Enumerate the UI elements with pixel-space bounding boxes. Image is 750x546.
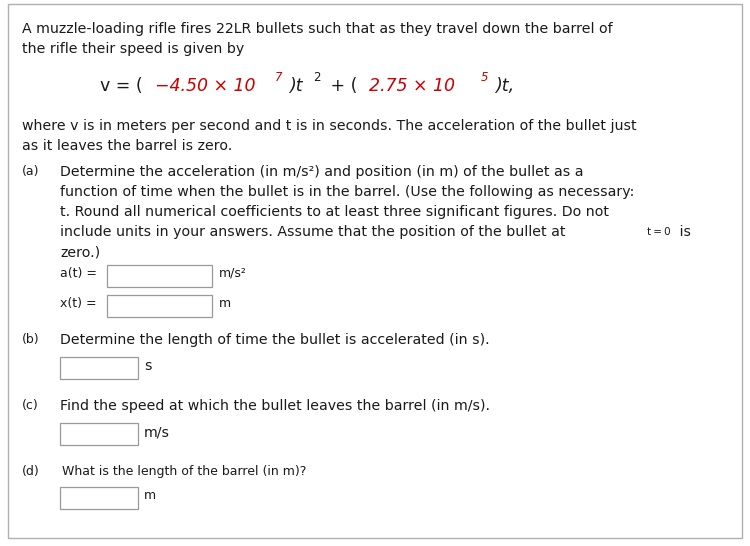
Text: (b): (b) — [22, 333, 40, 346]
Text: Determine the acceleration (in m/s²) and position (in m) of the bullet as a: Determine the acceleration (in m/s²) and… — [60, 165, 584, 179]
Text: x(t) =: x(t) = — [60, 297, 97, 310]
Text: zero.): zero.) — [60, 245, 100, 259]
Text: (a): (a) — [22, 165, 40, 178]
Text: m: m — [219, 297, 231, 310]
Text: 7: 7 — [275, 71, 283, 84]
Text: A muzzle-loading rifle fires 22LR bullets such that as they travel down the barr: A muzzle-loading rifle fires 22LR bullet… — [22, 22, 613, 36]
Text: where v is in meters per second and t is in seconds. The acceleration of the bul: where v is in meters per second and t is… — [22, 119, 637, 133]
Bar — [107, 265, 212, 287]
Text: include units in your answers. Assume that the position of the bullet at: include units in your answers. Assume th… — [60, 225, 570, 239]
Text: t. Round all numerical coefficients to at least three significant figures. Do no: t. Round all numerical coefficients to a… — [60, 205, 609, 219]
Bar — [60, 357, 138, 379]
Text: (c): (c) — [22, 399, 39, 412]
Text: s: s — [144, 359, 152, 373]
Text: function of time when the bullet is in the barrel. (Use the following as necessa: function of time when the bullet is in t… — [60, 185, 634, 199]
Text: + (: + ( — [325, 77, 357, 95]
Text: as it leaves the barrel is zero.: as it leaves the barrel is zero. — [22, 139, 232, 153]
Bar — [60, 487, 138, 509]
Text: t = 0: t = 0 — [647, 227, 670, 237]
Text: Determine the length of time the bullet is accelerated (in s).: Determine the length of time the bullet … — [60, 333, 490, 347]
Text: (d): (d) — [22, 465, 40, 478]
Bar — [60, 423, 138, 445]
Text: is: is — [675, 225, 691, 239]
Text: What is the length of the barrel (in m)?: What is the length of the barrel (in m)? — [62, 465, 306, 478]
Text: 2.75 × 10: 2.75 × 10 — [369, 77, 455, 95]
Text: 2: 2 — [313, 71, 320, 84]
Text: the rifle their speed is given by: the rifle their speed is given by — [22, 42, 244, 56]
Text: m/s: m/s — [144, 425, 170, 439]
Text: Find the speed at which the bullet leaves the barrel (in m/s).: Find the speed at which the bullet leave… — [60, 399, 490, 413]
Text: m/s²: m/s² — [219, 267, 247, 280]
Text: 5: 5 — [481, 71, 488, 84]
Bar — [107, 295, 212, 317]
Text: v = (: v = ( — [100, 77, 142, 95]
Text: )t: )t — [289, 77, 302, 95]
Text: −4.50 × 10: −4.50 × 10 — [155, 77, 256, 95]
Text: a(t) =: a(t) = — [60, 267, 97, 280]
Text: m: m — [144, 489, 156, 502]
Text: )t,: )t, — [495, 77, 514, 95]
